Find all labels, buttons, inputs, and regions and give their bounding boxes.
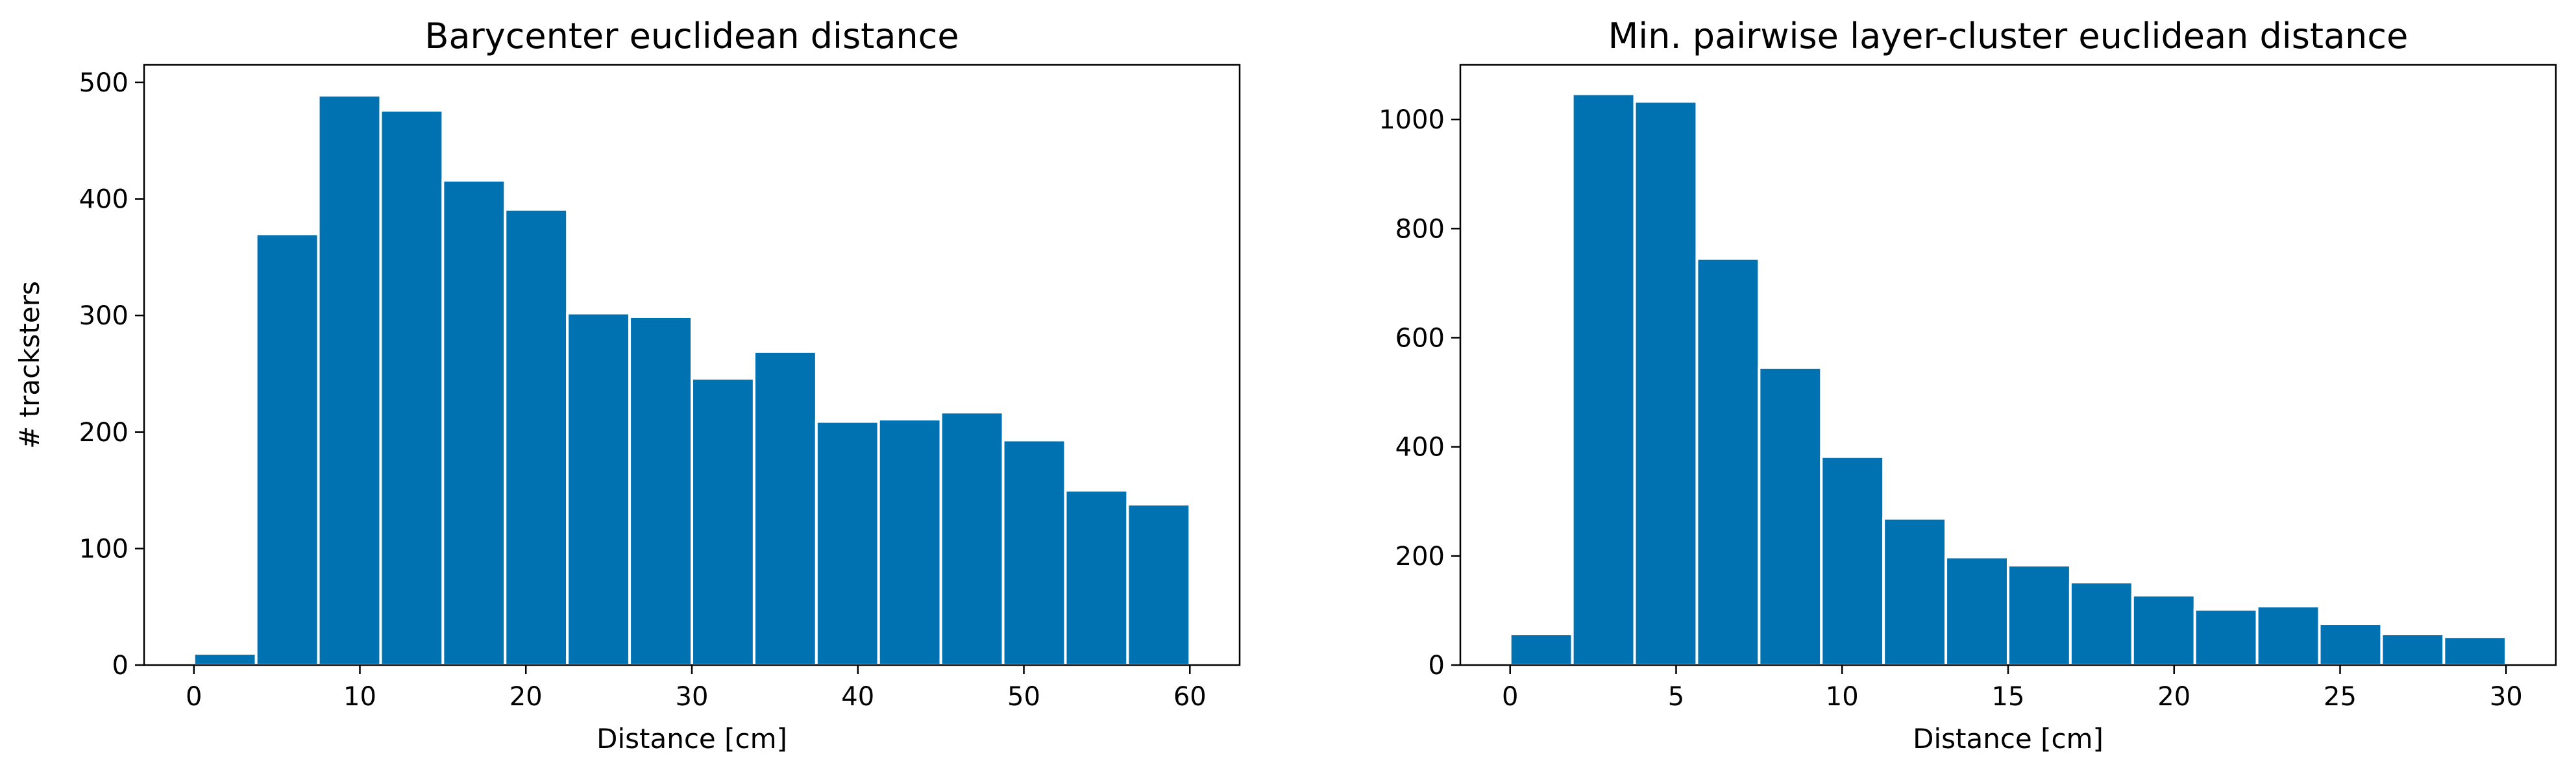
histogram-bar — [1758, 366, 1823, 666]
chart-title: Barycenter euclidean distance — [424, 16, 959, 56]
x-tick-label: 10 — [343, 682, 376, 712]
x-tick-label: 0 — [1502, 682, 1518, 712]
y-tick-label: 600 — [1395, 323, 1445, 353]
histogram-bar — [1001, 439, 1067, 666]
histogram-bar — [254, 232, 320, 666]
histogram-bar — [2193, 608, 2259, 667]
y-tick-label: 100 — [79, 534, 129, 564]
histogram-bar — [1126, 503, 1192, 666]
x-tick-label: 50 — [1007, 682, 1040, 712]
y-tick-label: 800 — [1395, 214, 1445, 244]
histogram-bar — [1820, 455, 1885, 666]
histogram-bar — [2068, 581, 2134, 667]
x-tick-label: 20 — [2157, 682, 2190, 712]
histogram-bar — [2007, 564, 2072, 667]
y-tick-label: 200 — [1395, 542, 1445, 572]
x-tick-label: 40 — [841, 682, 874, 712]
histogram-bar — [2318, 622, 2383, 666]
histogram-bar — [379, 109, 445, 667]
x-tick-label: 60 — [1173, 682, 1207, 712]
y-tick-label: 500 — [79, 68, 129, 98]
histogram-bar — [566, 311, 632, 666]
x-tick-label: 30 — [2490, 682, 2523, 712]
y-tick-label: 300 — [79, 301, 129, 331]
y-tick-label: 400 — [1395, 433, 1445, 463]
histogram-bar — [877, 418, 942, 666]
y-tick-label: 1000 — [1379, 105, 1445, 135]
histogram-bar — [2442, 635, 2508, 666]
histogram-bar — [752, 350, 818, 666]
x-tick-label: 10 — [1826, 682, 1859, 712]
histogram-bar — [1882, 516, 1948, 667]
y-tick-label: 400 — [79, 185, 129, 215]
histogram-bar — [2380, 633, 2446, 666]
histogram-bar — [2131, 594, 2196, 667]
bars — [1508, 92, 2508, 667]
x-tick-label: 0 — [186, 682, 202, 712]
x-tick-label: 20 — [509, 682, 543, 712]
histogram-bar — [317, 93, 382, 666]
histogram-bar — [691, 377, 755, 666]
histogram-bar — [1633, 100, 1699, 667]
histogram-bar — [1064, 489, 1129, 666]
histogram-bar — [628, 315, 693, 666]
y-axis-label: # tracksters — [14, 281, 45, 449]
histogram-bar — [1944, 555, 2009, 666]
y-ticks: 0 100 200 300 400 500 — [79, 68, 144, 681]
bars — [192, 93, 1192, 667]
histogram-bar — [2255, 605, 2321, 667]
barycenter-distance-chart: 0 10 20 30 40 50 60 0 100 200 300 400 500 Barycente… — [14, 16, 1241, 755]
y-tick-label: 0 — [1429, 651, 1445, 681]
y-tick-label: 0 — [112, 651, 129, 681]
y-ticks: 0 200 400 600 800 1000 — [1379, 105, 1460, 681]
chart-title: Min. pairwise layer-cluster euclidean di… — [1608, 16, 2409, 56]
histogram-bar — [504, 208, 569, 666]
histogram-bar — [1695, 257, 1761, 667]
histogram-bar — [192, 652, 258, 666]
x-tick-label: 30 — [676, 682, 709, 712]
y-tick-label: 200 — [79, 418, 129, 448]
histogram-bar — [1571, 92, 1636, 666]
x-ticks: 0 5 10 15 20 25 30 — [1502, 665, 2523, 712]
histogram-bar — [441, 178, 507, 666]
x-tick-label: 25 — [2324, 682, 2357, 712]
x-axis-label: Distance [cm] — [1913, 723, 2104, 755]
x-tick-label: 5 — [1668, 682, 1684, 712]
histogram-bar — [1508, 633, 1574, 666]
histogram-bar — [815, 420, 880, 666]
x-ticks: 0 10 20 30 40 50 60 — [186, 665, 1207, 712]
x-tick-label: 15 — [1992, 682, 2025, 712]
x-axis-label: Distance [cm] — [596, 723, 787, 755]
min-pairwise-distance-chart: 0 5 10 15 20 25 30 0 200 400 600 800 1000 Min. pair… — [1379, 16, 2557, 755]
histogram-bar — [939, 411, 1005, 667]
